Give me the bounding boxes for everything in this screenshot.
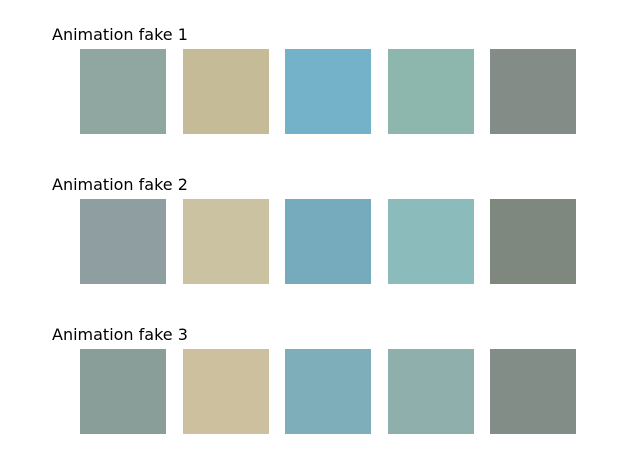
color-swatch bbox=[490, 49, 576, 134]
color-swatch bbox=[388, 349, 474, 434]
color-swatch bbox=[183, 349, 269, 434]
row-title: Animation fake 3 bbox=[52, 325, 188, 344]
color-swatch bbox=[183, 199, 269, 284]
color-swatch bbox=[388, 199, 474, 284]
color-swatch bbox=[490, 349, 576, 434]
palette-row-1: Animation fake 1 bbox=[0, 25, 640, 155]
color-swatch bbox=[285, 49, 371, 134]
color-swatch bbox=[285, 349, 371, 434]
palette-row-2: Animation fake 2 bbox=[0, 175, 640, 305]
color-swatch bbox=[388, 49, 474, 134]
row-title: Animation fake 1 bbox=[52, 25, 188, 44]
color-swatch bbox=[80, 349, 166, 434]
row-title: Animation fake 2 bbox=[52, 175, 188, 194]
color-swatch bbox=[80, 199, 166, 284]
color-swatch bbox=[490, 199, 576, 284]
color-swatch bbox=[183, 49, 269, 134]
palette-row-3: Animation fake 3 bbox=[0, 325, 640, 455]
color-swatch bbox=[285, 199, 371, 284]
color-swatch bbox=[80, 49, 166, 134]
